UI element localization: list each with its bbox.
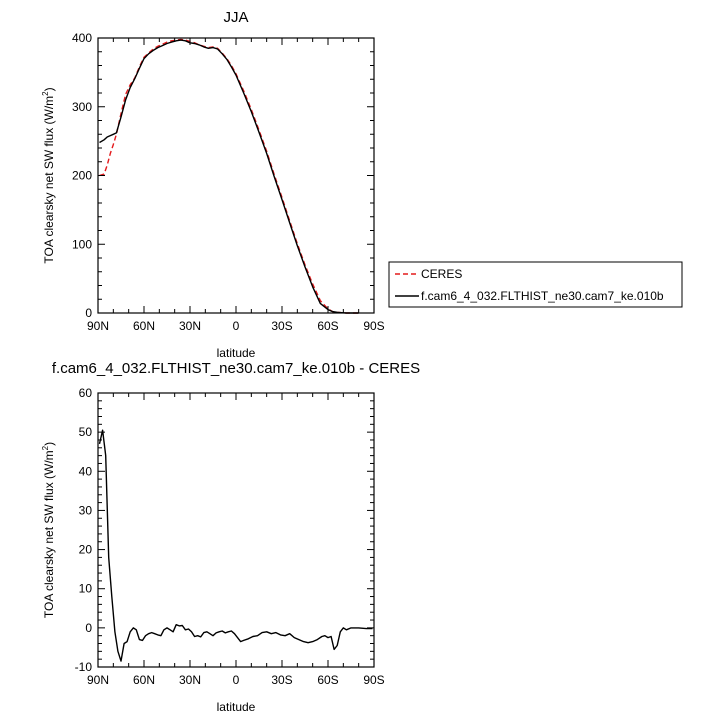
legend-label-ceres: CERES bbox=[421, 267, 462, 281]
top-x-tick-label: 60N bbox=[133, 319, 155, 333]
top-y-tick-label: 0 bbox=[85, 306, 92, 320]
top-x-tick-label: 30S bbox=[271, 319, 292, 333]
top-panel: JJA 90N 60N 30N 0 30S 60S 90S 0 100 200 300 400 lat… bbox=[41, 9, 385, 360]
top-y-axis-label: TOA clearsky net SW flux (W/m2) bbox=[41, 87, 56, 263]
top-x-tick-label: 90S bbox=[363, 319, 384, 333]
top-series-group bbox=[99, 38, 359, 314]
top-chart-title: JJA bbox=[223, 9, 248, 26]
bottom-y-tick-label: 20 bbox=[79, 543, 93, 557]
bottom-y-axis-label: TOA clearsky net SW flux (W/m2) bbox=[41, 442, 56, 618]
bottom-y-tick-label: 50 bbox=[79, 425, 93, 439]
bottom-series-line-0 bbox=[98, 429, 373, 662]
bottom-tick-group: 90N 60N 30N 0 30S 60S 90S -10 0 10 20 30 40 50 60 bbox=[75, 386, 385, 687]
bottom-x-tick-label: 60S bbox=[317, 673, 338, 687]
top-tick-group: 90N 60N 30N 0 30S 60S 90S 0 100 200 300 400 bbox=[72, 31, 385, 333]
top-y-tick-label: 400 bbox=[72, 31, 92, 45]
top-y-tick-label: 200 bbox=[72, 169, 92, 183]
bottom-x-tick-label: 60N bbox=[133, 673, 155, 687]
legend-box bbox=[388, 261, 683, 308]
bottom-x-tick-label: 30N bbox=[179, 673, 201, 687]
bottom-y-axis-label-end: ) bbox=[42, 442, 56, 446]
bottom-x-tick-label: 30S bbox=[271, 673, 292, 687]
top-y-tick-label: 300 bbox=[72, 100, 92, 114]
top-plot-frame bbox=[97, 37, 375, 314]
top-y-tick-label: 100 bbox=[72, 237, 92, 251]
bottom-chart-title: f.cam6_4_032.FLTHIST_ne30.cam7_ke.010b -… bbox=[52, 360, 420, 377]
bottom-series-group bbox=[98, 429, 373, 662]
bottom-x-tick-label: 0 bbox=[233, 673, 240, 687]
top-x-tick-label: 60S bbox=[317, 319, 338, 333]
bottom-y-tick-label: -10 bbox=[75, 660, 93, 674]
bottom-x-tick-label: 90S bbox=[363, 673, 384, 687]
top-x-axis-label: latitude bbox=[217, 346, 256, 360]
top-series-line-1 bbox=[99, 39, 359, 314]
top-y-axis-label-main: TOA clearsky net SW flux (W/m bbox=[42, 96, 56, 264]
bottom-x-tick-label: 90N bbox=[87, 673, 109, 687]
top-x-tick-label: 90N bbox=[87, 319, 109, 333]
top-y-axis-label-end: ) bbox=[42, 87, 56, 91]
bottom-y-tick-label: 0 bbox=[85, 621, 92, 635]
bottom-y-tick-label: 40 bbox=[79, 464, 93, 478]
legend: CERES f.cam6_4_032.FLTHIST_ne30.cam7_ke.… bbox=[388, 261, 683, 308]
bottom-y-axis-label-sup: 2 bbox=[41, 445, 50, 450]
top-y-axis-label-sup: 2 bbox=[41, 91, 50, 96]
bottom-plot-frame bbox=[97, 392, 375, 668]
bottom-panel: f.cam6_4_032.FLTHIST_ne30.cam7_ke.010b -… bbox=[41, 360, 420, 714]
bottom-y-tick-label: 30 bbox=[79, 503, 93, 517]
top-x-tick-label: 30N bbox=[179, 319, 201, 333]
bottom-y-axis-label-main: TOA clearsky net SW flux (W/m bbox=[42, 450, 56, 618]
bottom-x-axis-label: latitude bbox=[217, 700, 256, 714]
legend-label-model: f.cam6_4_032.FLTHIST_ne30.cam7_ke.010b bbox=[421, 289, 664, 303]
bottom-y-tick-label: 60 bbox=[79, 386, 93, 400]
top-x-tick-label: 0 bbox=[233, 319, 240, 333]
bottom-y-tick-label: 10 bbox=[79, 582, 93, 596]
top-series-line-0 bbox=[99, 38, 359, 314]
